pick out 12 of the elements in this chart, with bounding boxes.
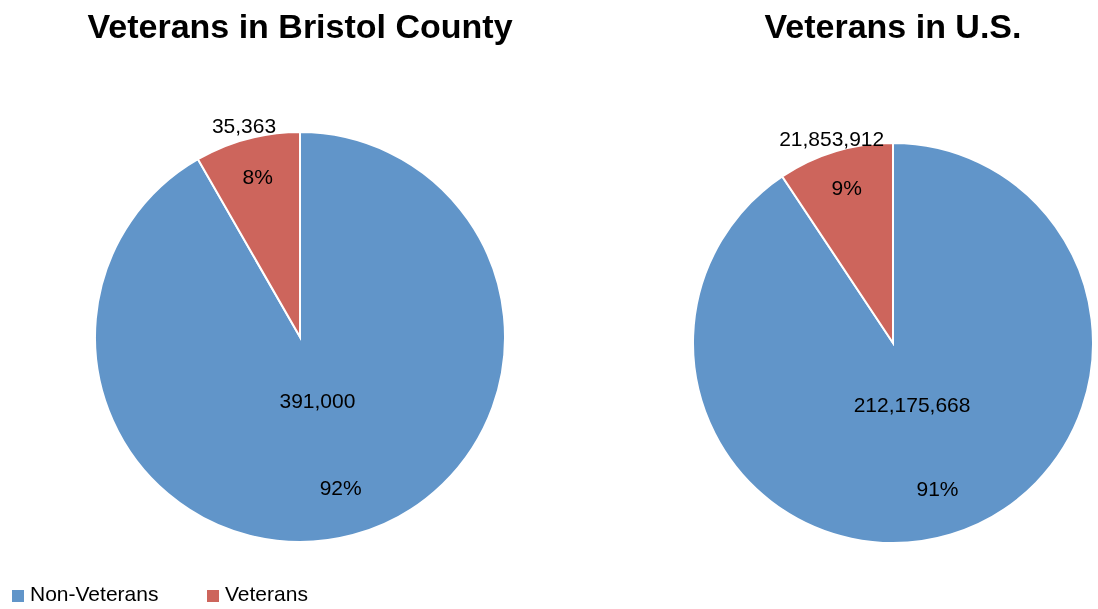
data-label: 391,000 bbox=[279, 388, 356, 412]
text: 91% bbox=[916, 476, 959, 500]
legend-label: Non-Veterans bbox=[30, 582, 159, 605]
text: 8% bbox=[242, 165, 273, 189]
text: 9% bbox=[831, 176, 862, 200]
chart-title: Veterans in U.S. bbox=[764, 7, 1022, 45]
text: 92% bbox=[319, 476, 362, 500]
data-label: 21,853,912 bbox=[779, 126, 885, 150]
chart-title: Veterans in Bristol County bbox=[87, 7, 513, 45]
legend-label: Veterans bbox=[225, 582, 308, 605]
data-label: 212,175,668 bbox=[853, 392, 971, 416]
data-label: 35,363 bbox=[211, 113, 277, 137]
